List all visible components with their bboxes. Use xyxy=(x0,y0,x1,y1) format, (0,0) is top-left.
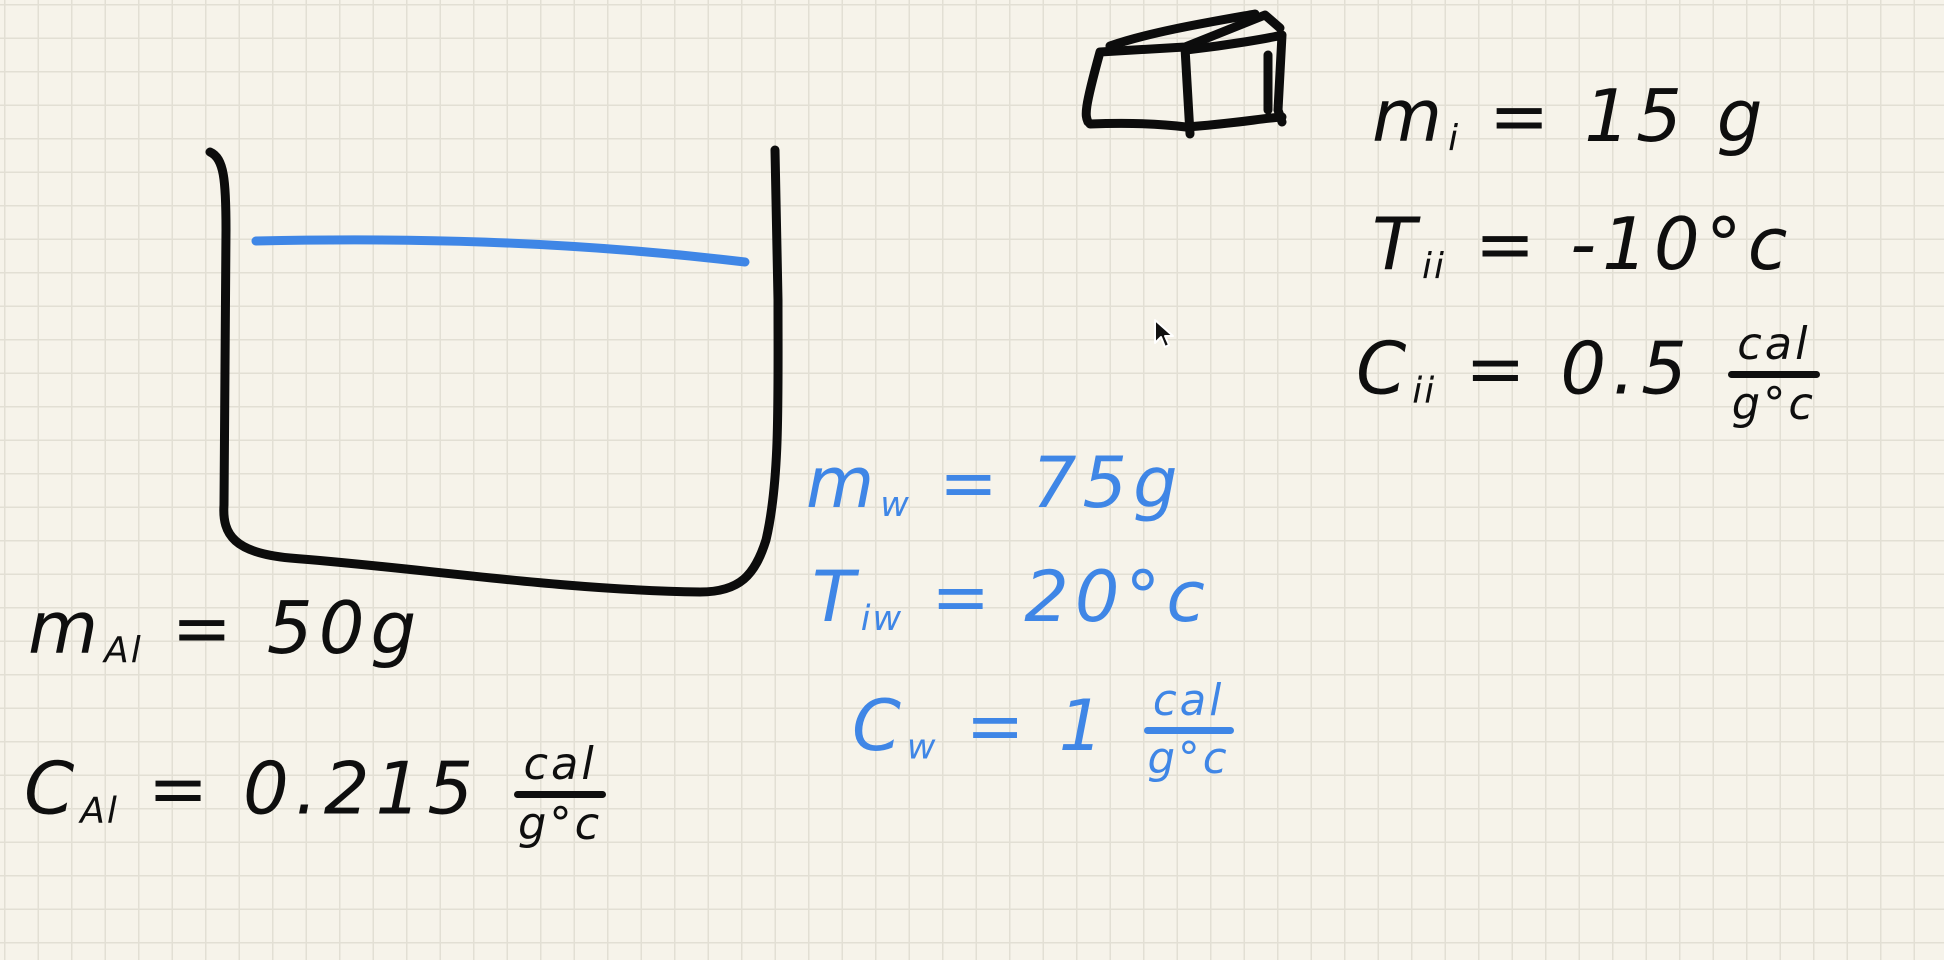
water-surface-line xyxy=(251,235,750,267)
water-initial-temp-label: Tiw = 20°c xyxy=(812,556,1211,639)
ice-mass-label: mi = 15 g xyxy=(1372,74,1769,159)
calorimeter-cup-drawing xyxy=(205,145,783,597)
aluminum-specific-heat-label: CAl = 0.215 cal g°c xyxy=(24,742,607,846)
ice-initial-temp-label: Tii = -10°c xyxy=(1372,202,1794,287)
mouse-pointer-icon xyxy=(1154,319,1174,348)
water-specific-heat-unit: cal g°c xyxy=(1143,679,1234,782)
ice-specific-heat-unit: cal g°c xyxy=(1727,322,1820,426)
water-specific-heat-label: Cw = 1 cal g°c xyxy=(852,679,1234,782)
ice-specific-heat-label: Cii = 0.5 cal g°c xyxy=(1356,322,1820,426)
ice-cube-drawing xyxy=(1081,9,1287,139)
aluminum-mass-label: mAl = 50g xyxy=(28,586,423,671)
aluminum-specific-heat-unit: cal g°c xyxy=(514,742,607,846)
water-mass-label: mw = 75g xyxy=(806,442,1184,525)
